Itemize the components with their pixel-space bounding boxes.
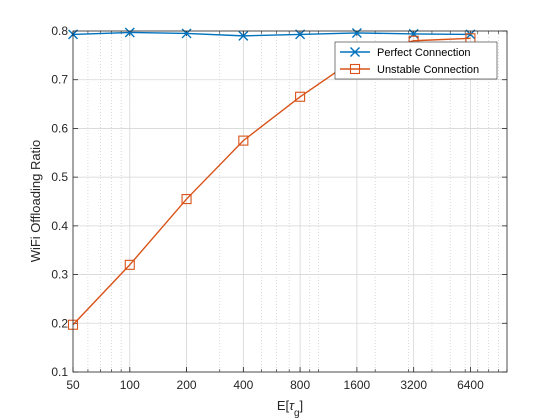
data-point-x-marker bbox=[238, 30, 249, 41]
x-axis-label: E[τg] bbox=[277, 398, 303, 419]
legend-entry: Perfect Connection bbox=[340, 47, 471, 59]
x-tick-label: 100 bbox=[120, 378, 140, 392]
data-point-x-marker bbox=[181, 28, 192, 39]
series-line bbox=[72, 31, 471, 37]
y-tick-label: 0.1 bbox=[51, 365, 68, 379]
y-axis-label: WiFi Offloading Ratio bbox=[28, 140, 43, 263]
x-tick-label: 400 bbox=[233, 378, 253, 392]
data-point-square-marker bbox=[238, 135, 249, 146]
y-tick-label: 0.5 bbox=[51, 170, 68, 184]
legend-label: Perfect Connection bbox=[377, 47, 471, 59]
x-tick-label: 3200 bbox=[400, 378, 427, 392]
y-tick-label: 0.3 bbox=[51, 268, 68, 282]
data-point-square-marker bbox=[295, 91, 306, 102]
legend: Perfect Connection Unstable Connection bbox=[334, 41, 498, 80]
data-point-square-marker bbox=[349, 63, 361, 75]
y-tick-labels: 0.1 0.2 0.3 0.4 0.5 0.6 0.7 0.8 bbox=[51, 24, 68, 379]
data-point-x-marker bbox=[295, 29, 306, 40]
x-tick-label: 50 bbox=[66, 378, 80, 392]
data-point-x-marker bbox=[351, 27, 362, 38]
plot-area bbox=[73, 31, 507, 372]
x-tick-label: 6400 bbox=[457, 378, 484, 392]
y-tick-label: 0.8 bbox=[51, 24, 68, 38]
legend-box bbox=[334, 41, 498, 80]
x-tick-label: 800 bbox=[290, 378, 310, 392]
x-tick-labels: 50 100 200 400 800 1600 3200 6400 bbox=[66, 378, 484, 392]
y-tick-label: 0.7 bbox=[51, 73, 68, 87]
data-point-square-marker bbox=[181, 194, 192, 205]
data-point-square-marker bbox=[124, 259, 135, 270]
y-tick-label: 0.2 bbox=[51, 316, 68, 330]
x-tick-label: 1600 bbox=[344, 378, 371, 392]
y-tick-label: 0.4 bbox=[51, 219, 68, 233]
data-point-x-marker bbox=[350, 47, 360, 57]
data-point-x-marker bbox=[465, 29, 476, 40]
data-point-x-marker bbox=[124, 27, 135, 38]
plot-frame bbox=[72, 30, 508, 373]
y-tick-label: 0.6 bbox=[51, 121, 68, 135]
x-tick-label: 200 bbox=[177, 378, 197, 392]
legend-entry: Unstable Connection bbox=[340, 63, 479, 76]
legend-label: Unstable Connection bbox=[377, 64, 479, 76]
